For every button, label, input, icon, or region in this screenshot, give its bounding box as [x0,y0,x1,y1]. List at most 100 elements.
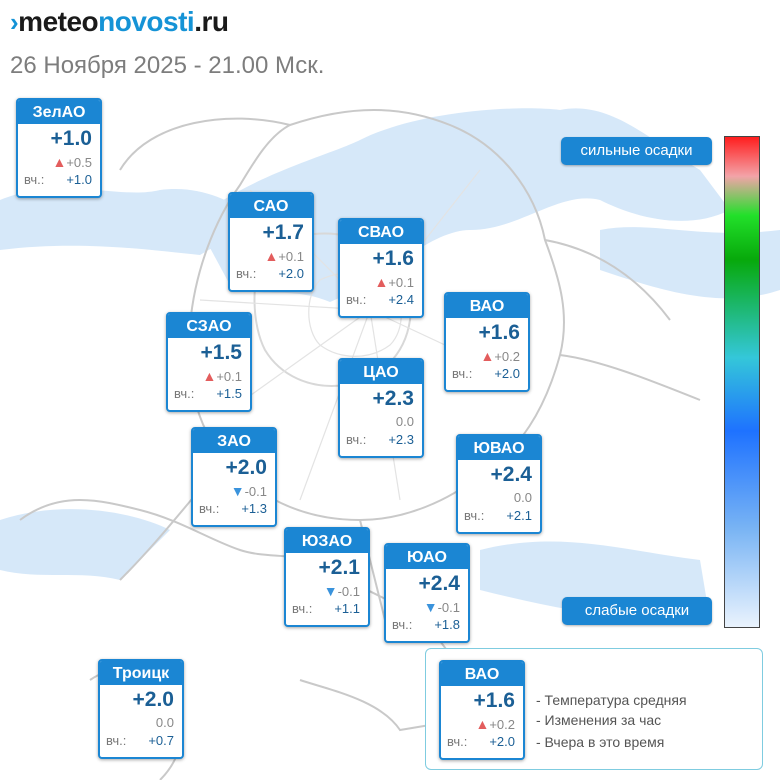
legend-item-change: - Изменения за час [536,712,662,728]
yesterday-label: вч.: [447,734,468,749]
logo-mark-icon: › [10,7,19,37]
hourly-change: 0.0 [156,715,174,730]
hourly-change: ▲+0.1 [264,248,304,264]
yesterday-value: +0.7 [148,733,174,748]
yesterday-row: вч.: +1.0 [24,172,92,187]
district-name: САО [230,194,312,218]
temperature-value: +2.4 [418,572,460,595]
yesterday-row: вч.: +1.8 [392,617,460,632]
hourly-change: ▼-0.1 [231,483,267,499]
district-name: ЗАО [193,429,275,453]
temperature-value: +2.1 [318,556,360,579]
yesterday-label: вч.: [346,292,367,307]
hourly-change-value: -0.1 [437,600,460,615]
yesterday-row: вч.: +1.1 [292,601,360,616]
yesterday-label: вч.: [464,508,485,523]
logo-text-novosti: novosti [98,6,195,37]
yesterday-label: вч.: [292,601,313,616]
temperature-value: +1.0 [50,127,92,150]
yesterday-row: вч.: +2.0 [236,266,304,281]
hourly-change: ▼-0.1 [324,583,360,599]
yesterday-label: вч.: [24,172,45,187]
hourly-change: ▲+0.2 [475,716,515,732]
hourly-change: ▲+0.1 [374,274,414,290]
yesterday-value: +1.1 [334,601,360,616]
hourly-change: 0.0 [514,490,532,505]
yesterday-row: вч.: +2.3 [346,432,414,447]
district-card: ЮАО +2.4 ▼-0.1 вч.: +1.8 [384,543,470,643]
yesterday-value: +2.4 [388,292,414,307]
temperature-value: +2.4 [490,463,532,486]
trend-down-icon: ▼ [230,483,245,499]
hourly-change-value: 0.0 [155,715,174,730]
trend-up-icon: ▲ [475,716,490,732]
hourly-change-value: +0.2 [494,349,520,364]
legend-box: ВАО +1.6 ▲+0.2 вч.: +2.0 - Температура средн… [425,648,763,770]
district-card: СЗАО +1.5 ▲+0.1 вч.: +1.5 [166,312,252,412]
precip-color-scale [724,136,760,628]
district-card: СВАО +1.6 ▲+0.1 вч.: +2.4 [338,218,424,318]
hourly-change-value: +0.5 [66,155,92,170]
yesterday-label: вч.: [452,366,473,381]
site-logo[interactable]: ›meteonovosti.ru [10,6,229,38]
district-name: ЗелАО [18,100,100,124]
legend-item-temp: - Температура средняя [536,692,687,708]
temperature-value: +1.6 [478,321,520,344]
yesterday-row: вч.: +2.0 [447,734,515,749]
yesterday-value: +1.0 [66,172,92,187]
temperature-value: +1.6 [473,689,515,712]
yesterday-row: вч.: +2.4 [346,292,414,307]
trend-up-icon: ▲ [264,248,279,264]
hourly-change-value: 0.0 [395,414,414,429]
hourly-change: ▼-0.1 [424,599,460,615]
district-card: ЮЗАО +2.1 ▼-0.1 вч.: +1.1 [284,527,370,627]
trend-up-icon: ▲ [52,154,67,170]
logo-text-meteo: meteo [18,6,99,37]
legend-sample-card: ВАО +1.6 ▲+0.2 вч.: +2.0 [439,660,525,760]
yesterday-label: вч.: [392,617,413,632]
yesterday-row: вч.: +1.3 [199,501,267,516]
logo-text-domain: .ru [194,6,229,37]
district-card: Троицк +2.0 0.0 вч.: +0.7 [98,659,184,759]
district-name: ЮАО [386,545,468,569]
yesterday-value: +2.0 [494,366,520,381]
hourly-change-value: -0.1 [244,484,267,499]
district-card: ЮВАО +2.4 0.0 вч.: +2.1 [456,434,542,534]
hourly-change-value: 0.0 [513,490,532,505]
trend-up-icon: ▲ [480,348,495,364]
hourly-change-value: +0.1 [216,369,242,384]
district-name: ЦАО [340,360,422,384]
district-card: ВАО +1.6 ▲+0.2 вч.: +2.0 [444,292,530,392]
hourly-change-value: +0.2 [489,717,515,732]
yesterday-value: +1.8 [434,617,460,632]
yesterday-row: вч.: +2.0 [452,366,520,381]
yesterday-value: +2.3 [388,432,414,447]
hourly-change-value: +0.1 [278,249,304,264]
yesterday-value: +2.0 [278,266,304,281]
hourly-change-value: +0.1 [388,275,414,290]
district-name: ВАО [441,662,523,686]
temperature-value: +2.0 [225,456,267,479]
yesterday-row: вч.: +2.1 [464,508,532,523]
district-name: СВАО [340,220,422,244]
district-name: ЮЗАО [286,529,368,553]
trend-up-icon: ▲ [374,274,389,290]
trend-down-icon: ▼ [423,599,438,615]
temperature-value: +1.7 [262,221,304,244]
precip-high-label: сильные осадки [561,137,712,165]
district-card: ЦАО +2.3 0.0 вч.: +2.3 [338,358,424,458]
legend-item-yesterday: - Вчера в это время [536,734,665,750]
hourly-change: ▲+0.1 [202,368,242,384]
district-name: ВАО [446,294,528,318]
trend-down-icon: ▼ [323,583,338,599]
district-card: САО +1.7 ▲+0.1 вч.: +2.0 [228,192,314,292]
hourly-change: ▲+0.2 [480,348,520,364]
district-name: СЗАО [168,314,250,338]
yesterday-value: +1.3 [241,501,267,516]
hourly-change: ▲+0.5 [52,154,92,170]
yesterday-value: +2.0 [489,734,515,749]
district-card: ЗелАО +1.0 ▲+0.5 вч.: +1.0 [16,98,102,198]
yesterday-row: вч.: +1.5 [174,386,242,401]
yesterday-label: вч.: [236,266,257,281]
hourly-change: 0.0 [396,414,414,429]
